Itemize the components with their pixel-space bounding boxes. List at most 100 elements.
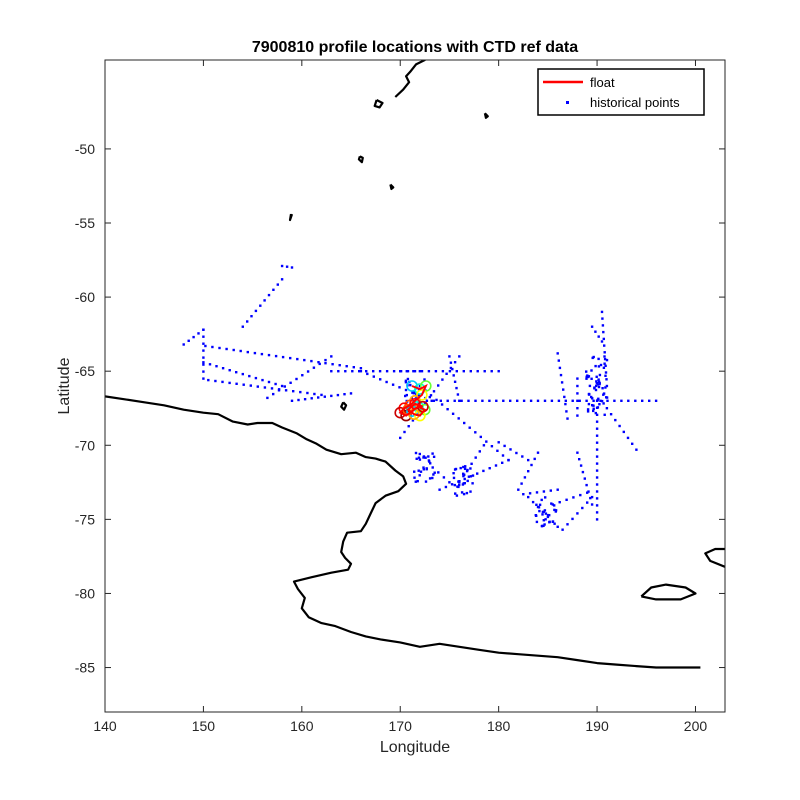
historical-point [471,474,475,477]
historical-point [497,441,500,444]
historical-point [242,383,245,386]
historical-point [553,504,556,507]
historical-point [372,375,375,378]
historical-point [272,288,275,291]
historical-point [297,398,300,402]
historical-point [276,283,279,286]
historical-point [527,470,530,473]
historical-point [261,378,264,382]
y-tick-label: -75 [75,511,95,527]
historical-point [399,370,402,373]
historical-point [428,395,431,399]
historical-point [385,370,389,373]
historical-point [626,436,630,440]
historical-point [418,384,422,388]
float-track-layer [394,380,432,422]
historical-point [432,455,436,458]
historical-point [429,394,433,397]
historical-point [600,310,604,314]
historical-point [456,393,460,396]
historical-point [469,475,473,478]
historical-point [550,502,553,505]
historical-point [422,468,425,471]
historical-point [560,381,564,384]
historical-point [613,399,616,402]
historical-point [602,330,605,334]
historical-point [337,370,340,373]
historical-point [235,371,238,374]
historical-point [474,431,477,434]
historical-point [593,387,596,390]
historical-point [469,490,472,493]
historical-point [576,384,579,388]
historical-point [344,370,347,373]
historical-point [428,477,432,480]
historical-point [592,409,595,413]
historical-point [434,370,438,373]
historical-point [379,378,382,381]
historical-point [470,462,473,465]
historical-point [544,496,547,499]
historical-point [324,358,327,362]
historical-point [542,519,545,522]
historical-point [595,448,599,451]
historical-point [295,377,298,381]
historical-point [249,384,252,387]
historical-point [318,362,321,366]
historical-point [429,462,432,465]
historical-point [463,473,466,476]
historical-point [250,315,253,318]
historical-point [274,354,278,358]
historical-point [600,340,604,343]
coastline-segment [288,213,294,222]
historical-point [462,465,465,469]
historical-point [595,490,599,493]
historical-point [585,483,588,487]
historical-point [310,397,313,400]
historical-point [534,514,537,517]
historical-point [406,377,410,381]
historical-point [277,389,281,392]
historical-point [431,466,434,469]
historical-point [448,355,451,358]
y-tick-label: -80 [75,585,95,601]
x-axis-label: Longitude [380,739,450,756]
historical-point [544,512,548,515]
historical-point [464,465,467,468]
historical-point [469,370,472,373]
legend: float historical points [537,68,705,116]
historical-point [458,355,461,358]
historical-point [454,467,458,471]
historical-point [579,464,583,467]
historical-point [285,265,289,268]
historical-point [352,366,355,369]
historical-point [197,332,200,335]
historical-point [571,399,574,402]
historical-point [336,393,340,397]
historical-point [437,384,440,387]
historical-point [566,523,569,526]
historical-point [594,364,597,368]
historical-point [455,370,458,373]
historical-point [323,395,326,398]
historical-point [585,399,588,402]
historical-point [605,396,609,399]
historical-point [563,395,566,399]
historical-point [407,425,410,428]
coastline-segment [704,547,725,568]
historical-point [591,404,594,407]
historical-point [270,387,274,390]
historical-point [576,414,579,417]
historical-point [595,497,599,500]
historical-point [228,381,231,385]
historical-point [520,482,523,485]
historical-point [591,356,594,360]
historical-point [490,370,493,373]
historical-point [414,480,417,483]
historical-point [232,348,235,352]
historical-point [365,370,368,373]
historical-point [454,492,457,495]
historical-point [418,370,422,373]
historical-point [241,372,244,376]
